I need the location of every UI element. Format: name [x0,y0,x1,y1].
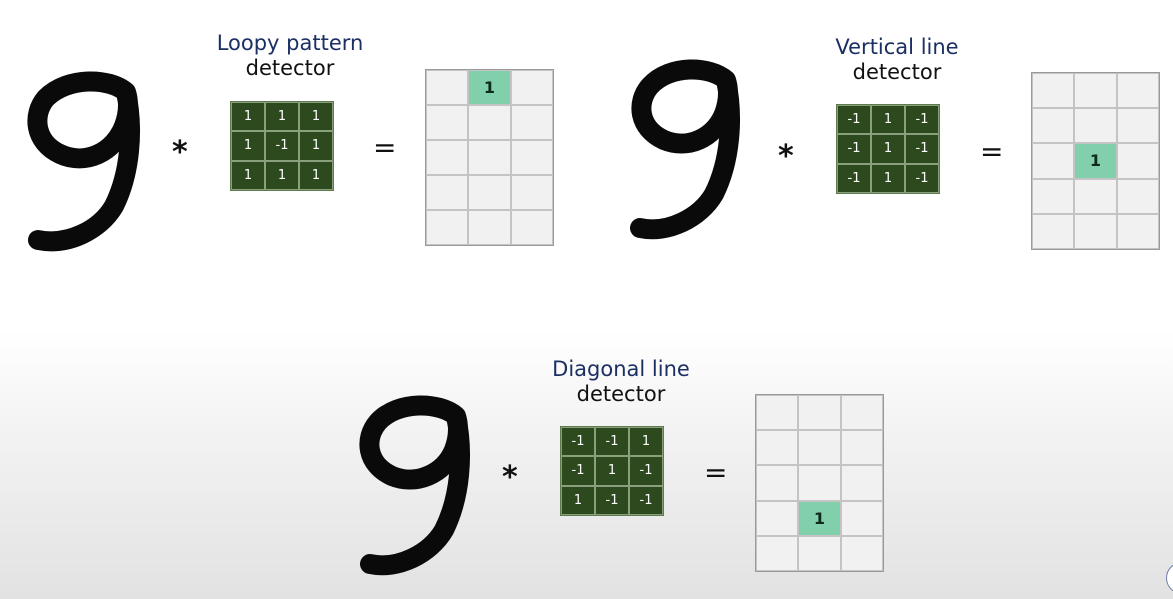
loopy-output-grid: 1 [425,69,554,246]
output-cell [1074,213,1117,249]
output-cell [1032,108,1075,144]
output-cell [510,175,553,210]
output-cell [468,210,511,245]
output-cell [1116,213,1159,249]
vertical-output-grid: 1 [1031,72,1160,250]
output-cell [1032,73,1075,109]
kernel-cell: 1 [629,427,663,457]
diagonal-detector-title: Diagonal line detector [552,357,690,406]
output-cell [840,500,883,536]
output-cell [426,140,469,175]
output-cell [510,105,553,140]
output-cell [798,395,841,431]
kernel-cell: 1 [871,105,905,135]
kernel-cell: -1 [595,485,629,515]
output-cell [468,105,511,140]
output-cell [1116,108,1159,144]
output-cell [1032,213,1075,249]
equals-sign: = [704,456,728,489]
output-cell [840,535,883,571]
output-cell [756,395,799,431]
kernel-cell: -1 [629,485,663,515]
convolution-operator: * [502,460,518,495]
kernel-cell: -1 [629,456,663,486]
kernel-cell: -1 [837,105,871,135]
vertical-detector-title: Vertical line detector [835,35,959,84]
kernel-cell: -1 [837,163,871,193]
output-cell [1116,143,1159,179]
output-cell [1074,178,1117,214]
output-cell [840,465,883,501]
convolution-operator: * [778,139,794,174]
output-cell [798,535,841,571]
output-cell [840,430,883,466]
output-cell [426,210,469,245]
kernel-cell: -1 [905,134,939,164]
kernel-cell: 1 [265,160,299,190]
output-cell [756,500,799,536]
output-cell [756,430,799,466]
kernel-cell: 1 [299,131,333,161]
kernel-cell: 1 [231,160,265,190]
corner-circle-icon [1166,562,1173,594]
kernel-cell: 1 [231,131,265,161]
handwritten-nine-image [352,392,482,582]
output-cell [1074,108,1117,144]
output-cell [840,395,883,431]
kernel-cell: 1 [299,160,333,190]
kernel-cell: 1 [265,102,299,132]
kernel-cell: -1 [561,456,595,486]
kernel-cell: 1 [299,102,333,132]
output-cell [1032,143,1075,179]
equals-sign: = [980,135,1004,168]
kernel-cell: -1 [265,131,299,161]
loopy-kernel-grid: 1 1 1 1 -1 1 1 1 1 [230,101,334,191]
kernel-cell: -1 [561,427,595,457]
handwritten-nine-image [624,56,754,246]
output-cell [1074,73,1117,109]
kernel-cell: 1 [871,163,905,193]
output-cell [1116,73,1159,109]
output-cell-active: 1 [468,70,511,105]
convolution-operator: * [172,135,188,170]
kernel-cell: -1 [905,105,939,135]
output-cell [756,535,799,571]
output-cell [468,140,511,175]
kernel-cell: 1 [595,456,629,486]
output-cell [1032,178,1075,214]
equals-sign: = [373,131,397,164]
output-cell [798,430,841,466]
diagonal-output-grid: 1 [755,394,884,572]
output-cell [426,105,469,140]
kernel-cell: 1 [871,134,905,164]
output-cell [468,175,511,210]
output-cell [510,140,553,175]
handwritten-nine-image [22,70,152,260]
output-cell [426,70,469,105]
output-cell-active: 1 [1074,143,1117,179]
loopy-detector-title: Loopy pattern detector [216,31,364,80]
kernel-cell: -1 [837,134,871,164]
kernel-cell: 1 [231,102,265,132]
output-cell [510,70,553,105]
output-cell [756,465,799,501]
diagonal-kernel-grid: -1 -1 1 -1 1 -1 1 -1 -1 [560,426,664,516]
vertical-kernel-grid: -1 1 -1 -1 1 -1 -1 1 -1 [836,104,940,194]
output-cell [1116,178,1159,214]
output-cell [426,175,469,210]
output-cell [510,210,553,245]
kernel-cell: -1 [595,427,629,457]
output-cell [798,465,841,501]
output-cell-active: 1 [798,500,841,536]
kernel-cell: 1 [561,485,595,515]
kernel-cell: -1 [905,163,939,193]
